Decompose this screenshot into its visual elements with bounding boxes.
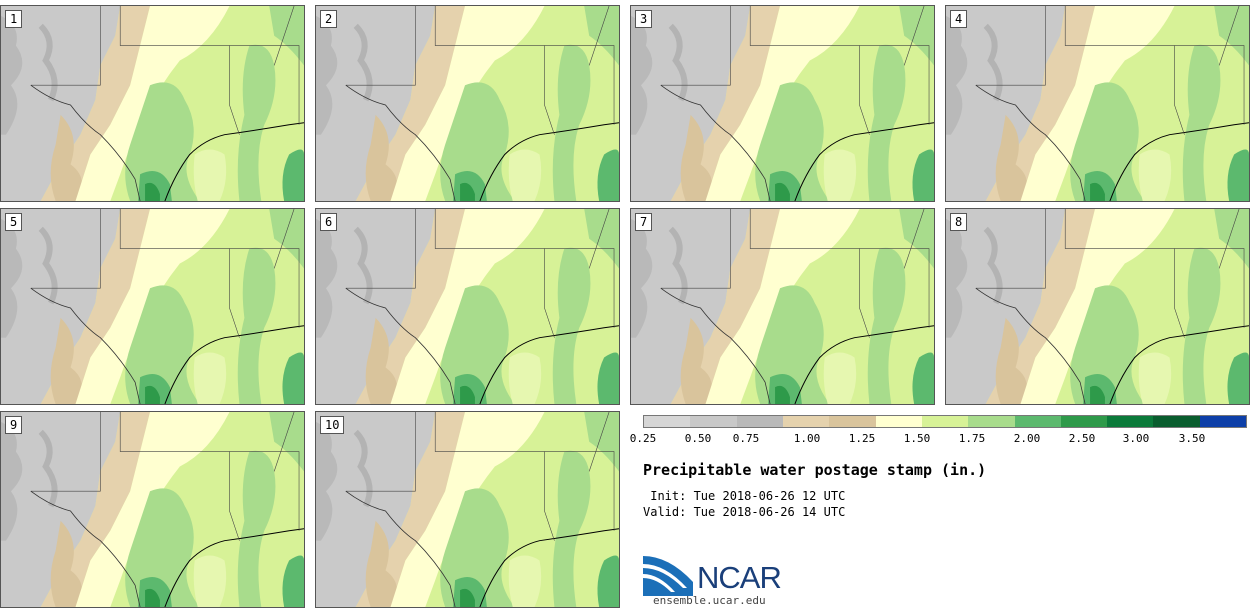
- precip-water-map: [631, 209, 934, 404]
- member-number: 8: [950, 213, 968, 231]
- color-scale-swatch: [1153, 416, 1200, 427]
- member-number: 4: [950, 10, 968, 28]
- color-scale-swatch: [644, 416, 691, 427]
- member-number: 10: [320, 416, 345, 434]
- ensemble-url: ensemble.ucar.edu: [653, 594, 766, 607]
- map-panel: 6: [315, 208, 620, 405]
- color-scale-swatch: [968, 416, 1015, 427]
- color-scale-swatch: [875, 416, 922, 427]
- color-scale-swatch: [1014, 416, 1061, 427]
- map-panel: 9: [0, 411, 305, 608]
- color-scale-swatch: [736, 416, 783, 427]
- color-scale-swatch: [829, 416, 876, 427]
- ncar-swoosh-icon: [643, 556, 693, 596]
- map-panel: 4: [945, 5, 1250, 202]
- precip-water-map: [1, 209, 304, 404]
- map-panel: 2: [315, 5, 620, 202]
- precip-water-map: [1, 412, 304, 607]
- color-scale-swatch: [782, 416, 830, 427]
- chart-title: Precipitable water postage stamp (in.): [643, 461, 987, 479]
- member-number: 1: [5, 10, 23, 28]
- precip-water-map: [1, 6, 304, 201]
- color-scale-tick-label: 0.25: [629, 432, 657, 445]
- color-scale-tick-label: 1.00: [793, 432, 821, 445]
- color-scale-swatch: [1107, 416, 1154, 427]
- precip-water-map: [316, 209, 619, 404]
- precip-water-map: [946, 6, 1249, 201]
- color-scale-tick-label: 0.75: [732, 432, 760, 445]
- member-number: 7: [635, 213, 653, 231]
- member-number: 6: [320, 213, 338, 231]
- color-scale-tick-label: 1.75: [958, 432, 986, 445]
- map-panel: 3: [630, 5, 935, 202]
- precip-water-map: [631, 6, 934, 201]
- color-scale-tick-label: 2.00: [1013, 432, 1041, 445]
- color-scale-tick-label: 1.25: [848, 432, 876, 445]
- map-panel: 5: [0, 208, 305, 405]
- precip-water-map: [316, 412, 619, 607]
- color-scale-tick-label: 3.00: [1122, 432, 1150, 445]
- precip-water-map: [316, 6, 619, 201]
- member-number: 5: [5, 213, 23, 231]
- ncar-logo: NCAR: [643, 552, 793, 596]
- init-time: Init: Tue 2018-06-26 12 UTC: [643, 489, 846, 503]
- member-number: 3: [635, 10, 653, 28]
- color-scale-swatch: [1060, 416, 1108, 427]
- color-scale-tick-label: 1.50: [903, 432, 931, 445]
- color-scale-tick-label: 3.50: [1178, 432, 1206, 445]
- color-scale-tick-label: 2.50: [1068, 432, 1096, 445]
- color-scale-swatch: [921, 416, 969, 427]
- valid-time: Valid: Tue 2018-06-26 14 UTC: [643, 505, 846, 519]
- color-scale-swatch: [690, 416, 737, 427]
- color-scale-bar: [643, 415, 1247, 428]
- map-panel: 1: [0, 5, 305, 202]
- member-number: 2: [320, 10, 338, 28]
- color-scale-ticks: 0.25 0.50 0.75 1.00 1.25 1.50 1.75 2.00 2.50 3.00…: [630, 432, 1260, 446]
- color-scale-swatch: [1199, 416, 1247, 427]
- map-panel: 8: [945, 208, 1250, 405]
- map-panel: 10: [315, 411, 620, 608]
- map-panel: 7: [630, 208, 935, 405]
- member-number: 9: [5, 416, 23, 434]
- ncar-wordmark: NCAR: [697, 560, 782, 595]
- color-scale-tick-label: 0.50: [684, 432, 712, 445]
- precip-water-map: [946, 209, 1249, 404]
